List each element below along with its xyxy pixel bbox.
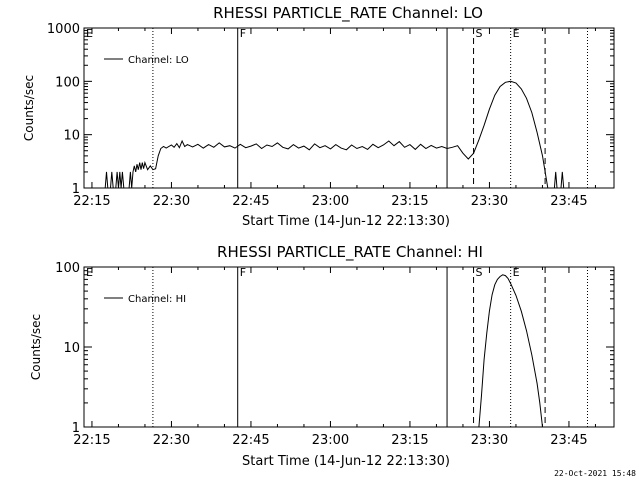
legend: Channel: HI bbox=[104, 294, 186, 305]
event-marker-label: E bbox=[513, 27, 520, 40]
x-axis-label: Start Time (14-Jun-12 22:13:30) bbox=[242, 454, 450, 469]
legend: Channel: LO bbox=[104, 55, 189, 66]
event-marker-label: F bbox=[240, 27, 246, 40]
event-marker-label: E bbox=[86, 266, 93, 279]
axis-ticks: 22:15 22:30 22:45 23:00 23:15 23:30 23:45 1 10 10… bbox=[55, 261, 614, 448]
chart-title: RHESSI PARTICLE_RATE Channel: LO bbox=[213, 4, 483, 23]
x-tick-label: 23:00 bbox=[312, 433, 349, 448]
y-axis-label: Counts/sec bbox=[22, 75, 36, 141]
x-tick-label: 23:30 bbox=[471, 433, 508, 448]
y-tick-label: 10 bbox=[63, 341, 80, 356]
x-axis-label: Start Time (14-Jun-12 22:13:30) bbox=[242, 214, 450, 229]
x-tick-label: 22:30 bbox=[153, 194, 190, 209]
panel-hi: RHESSI PARTICLE_RATE Channel: HI E F S E 22… bbox=[29, 243, 615, 469]
panel-lo: RHESSI PARTICLE_RATE Channel: LO E F S E 22… bbox=[22, 4, 615, 229]
x-tick-label: 22:15 bbox=[73, 433, 110, 448]
y-axis-label: Counts/sec bbox=[29, 314, 43, 380]
y-tick-label: 1 bbox=[72, 421, 80, 436]
legend-label: Channel: LO bbox=[128, 55, 189, 66]
event-marker-label: S bbox=[476, 266, 483, 279]
x-tick-label: 23:30 bbox=[471, 194, 508, 209]
x-tick-label: 22:45 bbox=[232, 433, 269, 448]
y-tick-label: 1000 bbox=[47, 22, 80, 37]
x-tick-label: 23:15 bbox=[391, 194, 428, 209]
x-tick-label: 22:15 bbox=[73, 194, 110, 209]
x-tick-label: 23:15 bbox=[391, 433, 428, 448]
x-tick-label: 22:45 bbox=[232, 194, 269, 209]
event-marker-label: F bbox=[240, 266, 246, 279]
legend-label: Channel: HI bbox=[128, 294, 186, 305]
y-tick-label: 100 bbox=[55, 261, 80, 276]
event-marker-label: S bbox=[476, 27, 483, 40]
plot-frame bbox=[83, 266, 615, 428]
event-marker-label: E bbox=[513, 266, 520, 279]
axis-ticks: 22:15 22:30 22:45 23:00 23:15 23:30 23:45 1 10 10… bbox=[47, 22, 614, 209]
x-tick-label: 22:30 bbox=[153, 433, 190, 448]
x-tick-label: 23:45 bbox=[550, 194, 587, 209]
series-line bbox=[104, 80, 565, 189]
series-line bbox=[478, 274, 543, 428]
x-tick-label: 23:45 bbox=[550, 433, 587, 448]
y-tick-label: 100 bbox=[55, 75, 80, 90]
y-tick-label: 1 bbox=[72, 182, 80, 197]
y-tick-label: 10 bbox=[63, 129, 80, 144]
timestamp: 22-Oct-2021 15:48 bbox=[554, 469, 636, 478]
chart-title: RHESSI PARTICLE_RATE Channel: HI bbox=[217, 243, 483, 262]
event-marker-label: E bbox=[86, 27, 93, 40]
plot-frame bbox=[83, 27, 615, 189]
x-tick-label: 23:00 bbox=[312, 194, 349, 209]
